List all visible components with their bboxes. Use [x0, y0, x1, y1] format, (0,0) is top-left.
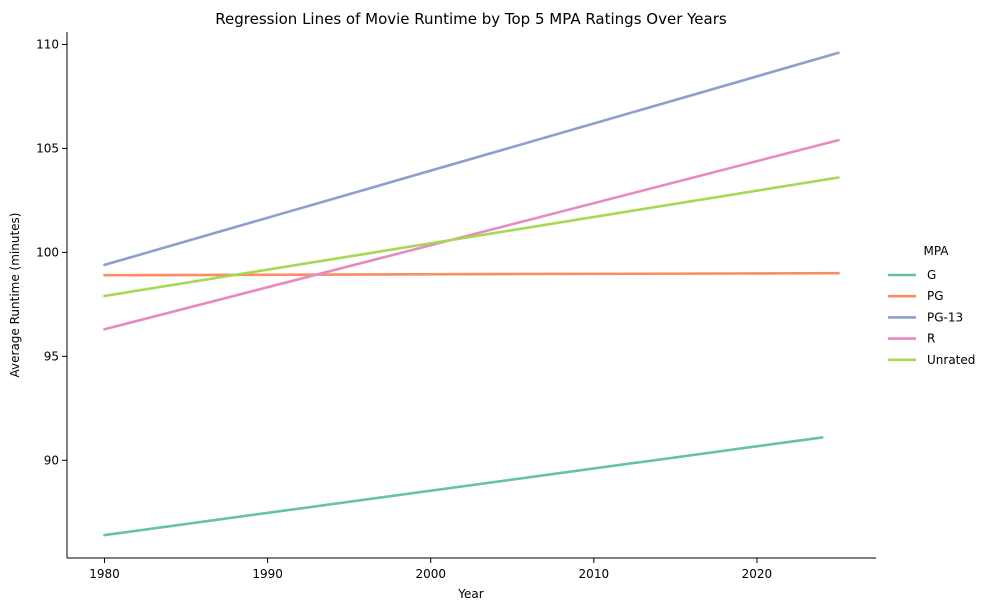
legend-title: MPA	[923, 244, 949, 258]
y-axis-label: Average Runtime (minutes)	[8, 213, 22, 378]
series-line-pg	[103, 271, 840, 277]
series-layer	[103, 51, 840, 537]
y-tick-label: 90	[44, 453, 59, 467]
series-line-pg-13	[103, 51, 840, 267]
y-tick-label: 105	[36, 141, 59, 155]
series-line-r	[103, 138, 840, 331]
x-ticks: 1980 1990 2000 2010 2020	[89, 558, 772, 581]
plot-area: 1980 1990 2000 2010 2020 90 95 100 105 110	[36, 32, 876, 581]
x-tick-label: 1980	[89, 567, 120, 581]
chart-title: Regression Lines of Movie Runtime by Top…	[215, 10, 727, 28]
x-tick-label: 2010	[579, 567, 610, 581]
legend-label-pg: PG	[927, 289, 944, 303]
y-ticks: 90 95 100 105 110	[36, 37, 67, 467]
x-tick-label: 2020	[742, 567, 773, 581]
legend-label-unrated: Unrated	[927, 353, 975, 367]
y-tick-label: 100	[36, 245, 59, 259]
y-tick-label: 110	[36, 37, 59, 51]
legend: MPA G PG PG-13 R Unrated	[888, 244, 975, 367]
legend-items: G PG PG-13 R Unrated	[888, 268, 975, 367]
legend-label-g: G	[927, 268, 936, 282]
x-tick-label: 2000	[415, 567, 446, 581]
y-tick-label: 95	[44, 349, 59, 363]
series-line-g	[103, 436, 824, 537]
x-tick-label: 1990	[252, 567, 283, 581]
legend-label-pg-13: PG-13	[927, 310, 963, 324]
legend-label-r: R	[927, 332, 935, 346]
x-axis-label: Year	[457, 587, 483, 601]
series-line-unrated	[103, 176, 840, 298]
